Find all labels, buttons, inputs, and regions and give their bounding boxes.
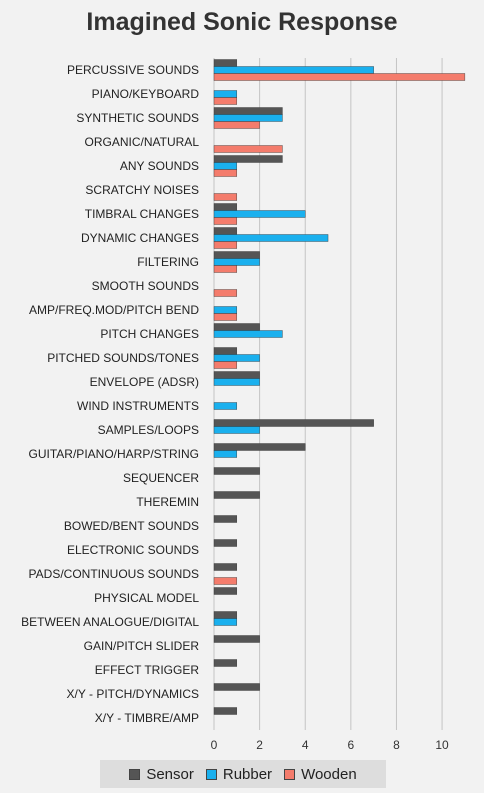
legend-item-wooden: Wooden	[284, 766, 357, 783]
legend-label: Rubber	[222, 765, 273, 783]
category-label: BETWEEN ANALOGUE/DIGITAL	[21, 615, 199, 629]
category-label: SYNTHETIC SOUNDS	[76, 111, 199, 125]
bar-sensor	[213, 539, 238, 547]
bar-rubber	[213, 114, 283, 122]
category-label: X/Y - PITCH/DYNAMICS	[67, 687, 199, 701]
category-label: PITCHED SOUNDS/TONES	[47, 351, 199, 365]
bar-rubber	[213, 378, 260, 386]
bar-rubber	[213, 330, 283, 338]
bar-sensor	[213, 323, 260, 331]
category-label: FILTERING	[137, 255, 199, 269]
category-label: THEREMIN	[136, 495, 199, 509]
legend-label: Sensor	[146, 765, 194, 783]
bar-rubber	[213, 258, 260, 266]
bar-sensor	[213, 563, 238, 571]
legend-swatch	[129, 768, 141, 780]
bar-sensor	[213, 155, 283, 163]
category-label: PERCUSSIVE SOUNDS	[67, 63, 199, 77]
category-label: WIND INSTRUMENTS	[77, 399, 199, 413]
bar-rubber	[213, 402, 238, 410]
category-label: X/Y - TIMBRE/AMP	[95, 711, 199, 725]
bar-rubber	[213, 426, 260, 434]
bar-wooden	[213, 73, 466, 81]
bar-rubber	[213, 306, 238, 314]
bar-rubber	[213, 234, 329, 242]
chart-title: Imagined Sonic Response	[86, 8, 398, 36]
bar-sensor	[213, 611, 238, 619]
category-label: ELECTRONIC SOUNDS	[67, 543, 199, 557]
bar-wooden	[213, 193, 238, 201]
category-label: PHYSICAL MODEL	[94, 591, 199, 605]
category-label: GAIN/PITCH SLIDER	[84, 639, 200, 653]
x-tick-label: 8	[393, 738, 400, 752]
category-label: PITCH CHANGES	[100, 327, 199, 341]
category-label: ANY SOUNDS	[120, 159, 199, 173]
bar-rubber	[213, 90, 238, 98]
bar-rubber	[213, 210, 306, 218]
bar-sensor	[213, 59, 238, 67]
bar-sensor	[213, 515, 238, 523]
category-label: EFFECT TRIGGER	[95, 663, 200, 677]
bar-wooden	[213, 97, 238, 105]
legend-label: Wooden	[301, 765, 357, 783]
bar-rubber	[213, 66, 374, 74]
legend-item-sensor: Sensor	[129, 766, 194, 783]
x-tick-label: 4	[302, 738, 309, 752]
bar-wooden	[213, 241, 238, 249]
bar-sensor	[213, 371, 260, 379]
bar-rubber	[213, 618, 238, 626]
bar-wooden	[213, 169, 238, 177]
category-label: DYNAMIC CHANGES	[81, 231, 199, 245]
bar-rubber	[213, 450, 238, 458]
category-label: SAMPLES/LOOPS	[98, 423, 199, 437]
bar-wooden	[213, 265, 238, 273]
bar-wooden	[213, 577, 238, 585]
x-tick-label: 6	[347, 738, 354, 752]
bar-wooden	[213, 145, 283, 153]
bar-sensor	[213, 587, 238, 595]
bar-sensor	[213, 107, 283, 115]
bar-sensor	[213, 659, 238, 667]
bar-sensor	[213, 683, 260, 691]
bar-sensor	[213, 467, 260, 475]
bar-sensor	[213, 203, 238, 211]
category-label: SEQUENCER	[123, 471, 199, 485]
category-label: PIANO/KEYBOARD	[92, 87, 200, 101]
bar-rubber	[213, 354, 260, 362]
category-label: AMP/FREQ.MOD/PITCH BEND	[29, 303, 199, 317]
bar-sensor	[213, 251, 260, 259]
legend-swatch	[205, 768, 217, 780]
bar-sensor	[213, 491, 260, 499]
category-label: TIMBRAL CHANGES	[85, 207, 199, 221]
category-label: ENVELOPE (ADSR)	[90, 375, 199, 389]
legend-item-rubber: Rubber	[205, 765, 273, 783]
category-label: SCRATCHY NOISES	[85, 183, 199, 197]
category-label: PADS/CONTINUOUS SOUNDS	[29, 567, 199, 581]
legend: Sensor Rubber Wooden	[100, 760, 386, 788]
bar-sensor	[213, 443, 306, 451]
bar-wooden	[213, 313, 238, 321]
bar-wooden	[213, 361, 238, 369]
bar-wooden	[213, 121, 260, 129]
x-tick-label: 0	[211, 738, 218, 752]
bar-sensor	[213, 635, 260, 643]
category-label: BOWED/BENT SOUNDS	[64, 519, 199, 533]
bar-rubber	[213, 162, 238, 170]
legend-swatch	[284, 768, 296, 780]
bar-sensor	[213, 227, 238, 235]
bar-wooden	[213, 217, 238, 225]
x-tick-label: 10	[435, 738, 449, 752]
category-label: ORGANIC/NATURAL	[85, 135, 200, 149]
x-tick-label: 2	[256, 738, 263, 752]
category-label: GUITAR/PIANO/HARP/STRING	[29, 447, 199, 461]
bar-sensor	[213, 419, 374, 427]
bar-sensor	[213, 707, 238, 715]
category-label: SMOOTH SOUNDS	[92, 279, 199, 293]
bar-wooden	[213, 289, 238, 297]
bar-sensor	[213, 347, 238, 355]
